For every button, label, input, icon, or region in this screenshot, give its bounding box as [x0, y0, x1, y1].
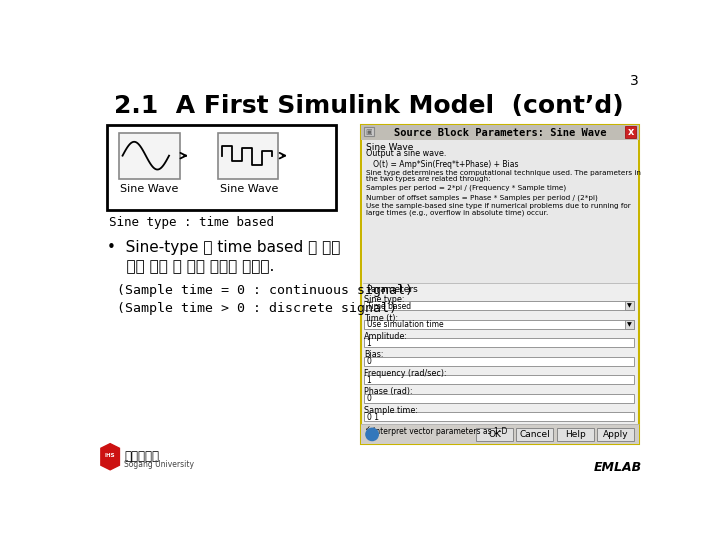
- Bar: [361, 424, 639, 444]
- Bar: [364, 375, 634, 384]
- Bar: [364, 301, 634, 310]
- Text: Parameters: Parameters: [366, 285, 418, 294]
- Text: Interpret vector parameters as 1-D: Interpret vector parameters as 1-D: [373, 427, 508, 436]
- Text: Apply: Apply: [603, 430, 629, 439]
- Text: 서강대학교: 서강대학교: [124, 450, 159, 463]
- Text: EMLAB: EMLAB: [594, 462, 642, 475]
- Text: (Sample time = 0 : continuous signal): (Sample time = 0 : continuous signal): [117, 284, 413, 297]
- Circle shape: [366, 428, 378, 441]
- Bar: [625, 126, 636, 138]
- Text: (Sample time > 0 : discrete signal): (Sample time > 0 : discrete signal): [117, 302, 397, 315]
- Text: Help: Help: [564, 430, 585, 439]
- Text: Sine type : time based: Sine type : time based: [109, 217, 274, 230]
- Bar: [364, 127, 374, 137]
- Text: Sine Wave: Sine Wave: [366, 143, 413, 152]
- Text: Output a sine wave.: Output a sine wave.: [366, 150, 446, 159]
- Bar: [364, 412, 634, 421]
- Text: O(t) = Amp*Sin(Freq*t+Phase) + Bias: O(t) = Amp*Sin(Freq*t+Phase) + Bias: [366, 159, 518, 168]
- Text: ▣: ▣: [366, 129, 372, 135]
- Text: Amplitude:: Amplitude:: [364, 332, 408, 341]
- Polygon shape: [101, 444, 120, 470]
- Text: Sine type determines the computational technique used. The parameters in: Sine type determines the computational t…: [366, 170, 641, 176]
- Text: Sample time:: Sample time:: [364, 406, 418, 415]
- Text: Samples per period = 2*pi / (Frequency * Sample time): Samples per period = 2*pi / (Frequency *…: [366, 185, 566, 191]
- Text: OK: OK: [488, 430, 501, 439]
- Bar: [218, 132, 279, 179]
- Bar: [625, 320, 634, 329]
- Text: 연속 신호 및 이산 신호로 구분됨.: 연속 신호 및 이산 신호로 구분됨.: [107, 259, 274, 274]
- Text: 1: 1: [366, 339, 372, 348]
- Text: 1: 1: [366, 376, 372, 385]
- Text: Time (t):: Time (t):: [364, 314, 398, 322]
- Text: the two types are related through:: the two types are related through:: [366, 176, 490, 181]
- Bar: [120, 132, 180, 179]
- Text: Use the sample-based sine type if numerical problems due to running for: Use the sample-based sine type if numeri…: [366, 204, 631, 210]
- Text: i: i: [370, 429, 374, 440]
- Bar: [625, 301, 634, 310]
- Bar: [364, 426, 371, 432]
- Text: 3: 3: [630, 74, 639, 88]
- Text: ✓: ✓: [364, 426, 370, 432]
- Bar: [363, 140, 637, 283]
- Text: Source Block Parameters: Sine Wave: Source Block Parameters: Sine Wave: [394, 127, 606, 138]
- Bar: [107, 125, 336, 210]
- Text: Sine type:: Sine type:: [364, 295, 405, 304]
- Text: Number of offset samples = Phase * Samples per period / (2*pi): Number of offset samples = Phase * Sampl…: [366, 194, 598, 201]
- Text: Cancel: Cancel: [519, 430, 550, 439]
- Text: IHS: IHS: [105, 454, 115, 458]
- Text: 0 1: 0 1: [366, 413, 379, 422]
- Text: Use simulation time: Use simulation time: [366, 320, 444, 329]
- Text: Phase (rad):: Phase (rad):: [364, 387, 413, 396]
- Bar: [361, 125, 639, 140]
- Bar: [557, 428, 594, 441]
- Bar: [476, 428, 513, 441]
- Text: 0: 0: [366, 394, 372, 403]
- Bar: [597, 428, 634, 441]
- Text: large times (e.g., overflow in absolute time) occur.: large times (e.g., overflow in absolute …: [366, 210, 548, 216]
- Text: ▼: ▼: [627, 303, 631, 308]
- Bar: [516, 428, 554, 441]
- Bar: [364, 338, 634, 347]
- Text: ▼: ▼: [627, 322, 631, 327]
- Text: Sine Wave: Sine Wave: [120, 184, 179, 194]
- Text: 2.1  A First Simulink Model  (cont’d): 2.1 A First Simulink Model (cont’d): [114, 94, 624, 118]
- Text: x: x: [627, 127, 634, 137]
- Text: Sogang University: Sogang University: [124, 460, 194, 469]
- Text: Frequency (rad/sec):: Frequency (rad/sec):: [364, 369, 447, 378]
- Text: Bias:: Bias:: [364, 350, 384, 360]
- Text: Time based: Time based: [366, 302, 411, 311]
- Text: •  Sine-type 이 time based 인 경우: • Sine-type 이 time based 인 경우: [107, 240, 341, 255]
- Bar: [361, 125, 639, 444]
- Text: Sine Wave: Sine Wave: [220, 184, 278, 194]
- Bar: [364, 320, 634, 329]
- Bar: [364, 394, 634, 403]
- Bar: [364, 356, 634, 366]
- Text: 0: 0: [366, 357, 372, 367]
